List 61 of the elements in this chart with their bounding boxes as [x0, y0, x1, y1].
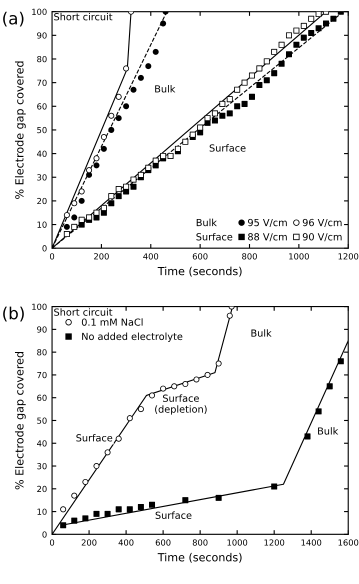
- x-tick-label: 600: [192, 253, 208, 260]
- annotation: Surface: [196, 232, 232, 240]
- y-tick-label: 90: [37, 326, 47, 333]
- annotation: Bulk: [318, 427, 338, 435]
- chart-title: (b): [3, 306, 24, 322]
- y-tick-label: 100: [32, 8, 47, 15]
- x-tick-label: 800: [242, 253, 257, 260]
- y-tick-label: 60: [37, 103, 47, 110]
- y-tick-label: 30: [37, 463, 47, 470]
- y-tick-label: 80: [37, 349, 47, 356]
- legend-label: 95 V/cm: [248, 218, 287, 227]
- y-tick-label: 40: [36, 150, 47, 157]
- legend-label: 0.1 mM NaCl: [82, 318, 143, 326]
- x-tick-label: 1200: [338, 253, 358, 260]
- y-tick-label: 50: [37, 417, 47, 424]
- x-tick-label: 200: [94, 253, 109, 260]
- annotation: Bulk: [155, 85, 176, 93]
- chart-title: (a): [3, 12, 24, 27]
- x-tick-label: 800: [192, 539, 208, 546]
- x-tick-label: 1200: [264, 539, 284, 546]
- y-tick-label: 100: [32, 304, 47, 310]
- y-tick-label: 90: [37, 32, 47, 39]
- x-tick-label: 1000: [227, 539, 248, 546]
- y-tick-label: 40: [36, 440, 47, 447]
- annotation: Surface: [210, 144, 246, 152]
- y-tick-label: 10: [38, 222, 47, 228]
- x-tick-label: 400: [143, 253, 158, 260]
- x-axis-title: Time (seconds): [158, 266, 242, 277]
- x-tick-label: 200: [82, 539, 96, 546]
- y-tick-label: 0: [42, 531, 47, 538]
- legend-label: 90 V/cm: [302, 233, 342, 242]
- x-tick-label: 0: [50, 253, 54, 260]
- x-tick-label: 400: [118, 539, 134, 546]
- y-tick-label: 70: [37, 372, 47, 378]
- legend-label: No added electrolyte: [82, 332, 182, 342]
- legend-label: 88 V/cm: [248, 233, 287, 242]
- y-tick-label: 20: [37, 198, 47, 204]
- legend-label: 96 V/cm: [302, 218, 342, 227]
- y-tick-label: 80: [37, 56, 47, 62]
- x-tick-label: 1000: [289, 253, 309, 260]
- y-tick-label: 60: [37, 394, 47, 401]
- annotation: Bulk: [251, 329, 272, 337]
- x-axis-title: Time (seconds): [158, 552, 242, 563]
- annotation: Bulk: [196, 218, 217, 226]
- y-tick-label: 20: [37, 486, 47, 492]
- annotation: Short circuit: [54, 308, 112, 316]
- y-axis-title: % Electrode gap covered: [14, 352, 26, 490]
- x-tick-label: 600: [156, 539, 171, 546]
- annotation: Short circuit: [54, 12, 112, 20]
- y-axis-title: % Electrode gap covered: [14, 61, 26, 199]
- annotation: Surface: [76, 434, 112, 442]
- y-tick-label: 10: [38, 508, 47, 515]
- x-tick-label: 1600: [338, 539, 358, 546]
- y-tick-label: 70: [37, 80, 47, 86]
- annotation: Surface: [156, 511, 192, 519]
- y-tick-label: 50: [37, 126, 47, 134]
- x-tick-label: 0: [50, 539, 54, 546]
- annotation: Surface (depletion): [155, 394, 207, 415]
- x-tick-label: 1400: [302, 539, 322, 546]
- y-tick-label: 30: [37, 174, 47, 181]
- y-tick-label: 0: [42, 245, 47, 252]
